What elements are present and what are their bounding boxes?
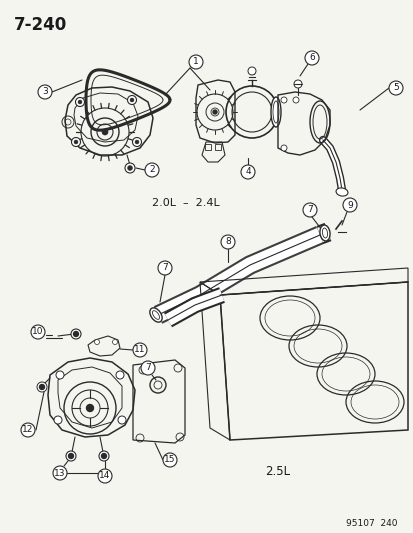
- Text: 2.0L  –  2.4L: 2.0L – 2.4L: [152, 198, 219, 208]
- Text: 7: 7: [306, 206, 312, 214]
- Text: 2: 2: [149, 166, 154, 174]
- Bar: [204, 144, 211, 150]
- Text: 7-240: 7-240: [14, 16, 67, 34]
- Circle shape: [133, 343, 147, 357]
- Circle shape: [75, 98, 84, 107]
- Circle shape: [293, 80, 301, 88]
- Text: 8: 8: [225, 238, 230, 246]
- Text: 11: 11: [134, 345, 145, 354]
- Circle shape: [163, 453, 177, 467]
- Circle shape: [66, 451, 76, 461]
- Text: 14: 14: [99, 472, 110, 481]
- Circle shape: [86, 405, 93, 411]
- Circle shape: [38, 85, 52, 99]
- Circle shape: [71, 329, 81, 339]
- Text: 12: 12: [22, 425, 33, 434]
- Circle shape: [135, 140, 139, 144]
- Circle shape: [101, 454, 106, 458]
- Bar: [214, 144, 221, 150]
- Circle shape: [112, 340, 117, 344]
- Circle shape: [125, 163, 135, 173]
- Text: 7: 7: [145, 364, 150, 373]
- Ellipse shape: [150, 308, 162, 322]
- Circle shape: [98, 469, 112, 483]
- Circle shape: [39, 384, 44, 390]
- Text: 15: 15: [164, 456, 176, 464]
- Circle shape: [74, 332, 78, 336]
- Circle shape: [388, 81, 402, 95]
- Circle shape: [78, 100, 82, 104]
- Circle shape: [56, 371, 64, 379]
- Circle shape: [292, 97, 298, 103]
- Circle shape: [74, 140, 78, 144]
- Text: 13: 13: [54, 469, 66, 478]
- Text: 4: 4: [244, 167, 250, 176]
- Circle shape: [118, 416, 126, 424]
- Circle shape: [94, 340, 99, 344]
- Circle shape: [304, 51, 318, 65]
- Circle shape: [31, 325, 45, 339]
- Circle shape: [53, 466, 67, 480]
- Text: 10: 10: [32, 327, 44, 336]
- Circle shape: [221, 235, 235, 249]
- Circle shape: [130, 98, 134, 102]
- Circle shape: [127, 166, 132, 171]
- Circle shape: [21, 423, 35, 437]
- Text: 3: 3: [42, 87, 48, 96]
- Text: 7: 7: [162, 263, 167, 272]
- Circle shape: [68, 454, 74, 458]
- Circle shape: [240, 165, 254, 179]
- Text: 9: 9: [346, 200, 352, 209]
- Circle shape: [132, 138, 141, 147]
- Circle shape: [158, 261, 171, 275]
- Circle shape: [37, 382, 47, 392]
- Circle shape: [71, 138, 80, 147]
- Text: 6: 6: [309, 53, 314, 62]
- Ellipse shape: [335, 188, 347, 196]
- Circle shape: [141, 361, 154, 375]
- Circle shape: [212, 110, 216, 114]
- Text: 95107  240: 95107 240: [346, 519, 397, 528]
- Circle shape: [102, 129, 108, 135]
- Circle shape: [189, 55, 202, 69]
- Circle shape: [280, 97, 286, 103]
- Ellipse shape: [271, 97, 280, 127]
- Circle shape: [127, 95, 136, 104]
- Ellipse shape: [319, 225, 329, 241]
- Circle shape: [99, 451, 109, 461]
- Circle shape: [54, 416, 62, 424]
- Text: 1: 1: [192, 58, 198, 67]
- Circle shape: [116, 371, 124, 379]
- Text: 5: 5: [392, 84, 398, 93]
- Circle shape: [280, 145, 286, 151]
- Text: 2.5L: 2.5L: [264, 465, 290, 478]
- Circle shape: [302, 203, 316, 217]
- Circle shape: [342, 198, 356, 212]
- Circle shape: [247, 67, 255, 75]
- Circle shape: [145, 163, 159, 177]
